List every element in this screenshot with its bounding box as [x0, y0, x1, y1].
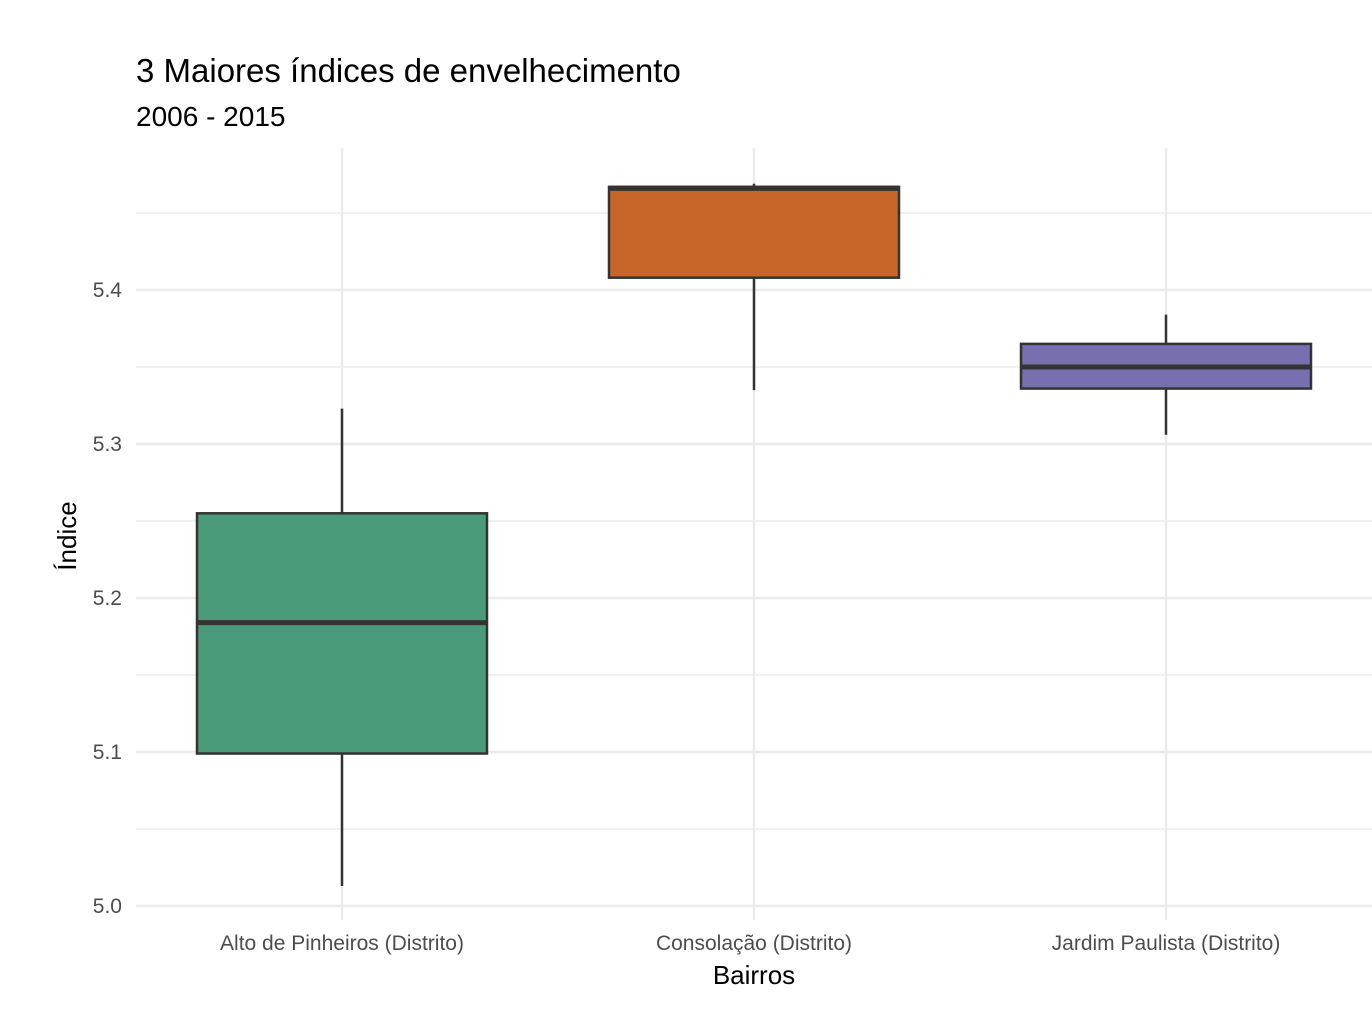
chart-subtitle: 2006 - 2015 [136, 101, 286, 132]
chart-title: 3 Maiores índices de envelhecimento [136, 52, 681, 89]
boxes [195, 183, 1313, 886]
x-tick-labels: Alto de Pinheiros (Distrito) Consolação (… [220, 932, 1280, 955]
y-tick-label: 5.2 [93, 587, 122, 610]
y-axis-title: Índice [52, 501, 82, 570]
box-body [195, 512, 489, 755]
box-1 [195, 408, 489, 886]
y-tick-label: 5.0 [93, 895, 122, 918]
x-tick-label: Alto de Pinheiros (Distrito) [220, 932, 464, 955]
y-tick-label: 5.3 [93, 433, 122, 456]
box-2 [607, 183, 901, 391]
box-3 [1019, 314, 1313, 435]
y-tick-label: 5.1 [93, 741, 122, 764]
box-body [607, 185, 901, 279]
x-tick-label: Jardim Paulista (Distrito) [1052, 932, 1281, 955]
y-tick-labels: 5.0 5.1 5.2 5.3 5.4 [93, 279, 123, 918]
y-tick-label: 5.4 [93, 279, 123, 302]
x-axis-title: Bairros [713, 960, 795, 990]
x-tick-label: Consolação (Distrito) [656, 932, 852, 955]
